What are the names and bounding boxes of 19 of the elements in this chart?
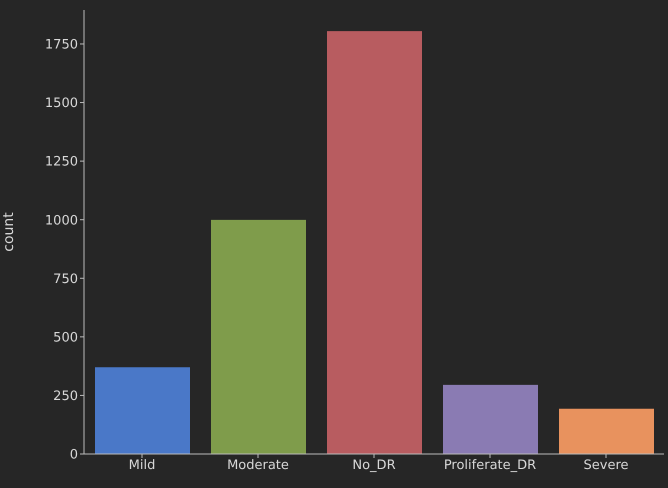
bar [559, 408, 654, 454]
y-tick-label: 1500 [44, 96, 78, 112]
y-tick-label: 1000 [44, 213, 78, 228]
x-tick-label: No_DR [352, 458, 396, 474]
x-tick-label: Mild [128, 458, 156, 474]
x-tick-label: Proliferate_DR [444, 458, 536, 474]
bar [327, 31, 422, 454]
bar [443, 384, 538, 454]
y-tick-label: 750 [53, 272, 78, 287]
y-tick-label: 0 [70, 448, 78, 463]
y-tick-label: 1750 [44, 38, 78, 53]
x-tick-label: Severe [584, 458, 628, 474]
bar [95, 367, 190, 454]
y-tick-label: 500 [53, 330, 78, 346]
y-axis-title: count [0, 212, 17, 252]
y-tick-label: 250 [53, 389, 78, 404]
bar [211, 220, 306, 454]
x-tick-label: Moderate [227, 458, 289, 474]
y-tick-label: 1250 [44, 154, 78, 170]
